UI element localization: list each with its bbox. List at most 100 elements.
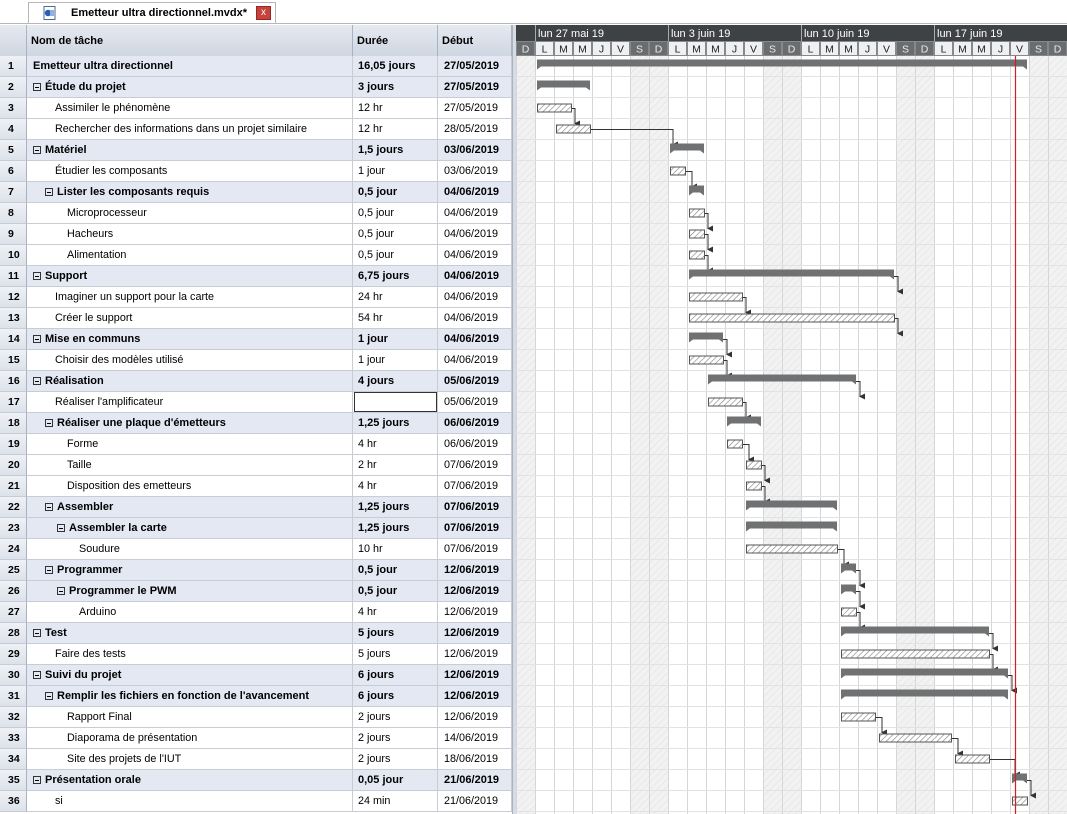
task-name-cell[interactable]: Test — [27, 623, 353, 644]
task-duration-cell[interactable]: 24 hr — [353, 287, 438, 308]
task-start-cell[interactable]: 06/06/2019 — [438, 413, 512, 434]
task-name-cell[interactable]: Programmer le PWM — [27, 581, 353, 602]
task-start-cell[interactable]: 07/06/2019 — [438, 518, 512, 539]
task-row[interactable]: 36 si 24 min 21/06/2019 — [0, 791, 512, 812]
task-duration-cell[interactable]: 12 hr — [353, 98, 438, 119]
task-row[interactable]: 22 Assembler 1,25 jours 07/06/2019 — [0, 497, 512, 518]
task-name-cell[interactable]: Matériel — [27, 140, 353, 161]
task-duration-cell[interactable]: 5 jours — [353, 623, 438, 644]
summary-bar[interactable] — [1012, 773, 1027, 781]
task-row[interactable]: 16 Réalisation 4 jours 05/06/2019 — [0, 371, 512, 392]
row-number[interactable]: 19 — [0, 434, 27, 455]
task-name-cell[interactable]: Créer le support — [27, 308, 353, 329]
task-duration-cell[interactable]: 12 hr — [353, 119, 438, 140]
task-start-cell[interactable]: 04/06/2019 — [438, 203, 512, 224]
task-row[interactable]: 20 Taille 2 hr 07/06/2019 — [0, 455, 512, 476]
task-duration-cell[interactable]: 2 hr — [353, 455, 438, 476]
task-start-cell[interactable]: 05/06/2019 — [438, 371, 512, 392]
task-start-cell[interactable]: 04/06/2019 — [438, 224, 512, 245]
task-bar[interactable] — [841, 712, 876, 722]
task-row[interactable]: 24 Soudure 10 hr 07/06/2019 — [0, 539, 512, 560]
task-row[interactable]: 4 Rechercher des informations dans un pro… — [0, 119, 512, 140]
summary-bar[interactable] — [670, 143, 704, 151]
task-row[interactable]: 6 Étudier les composants 1 jour 03/06/2019 — [0, 161, 512, 182]
task-name-cell[interactable]: Réaliser une plaque d'émetteurs — [27, 413, 353, 434]
task-duration-cell[interactable]: 4 hr — [353, 434, 438, 455]
row-number[interactable]: 31 — [0, 686, 27, 707]
row-number[interactable]: 1 — [0, 56, 27, 77]
row-number[interactable]: 5 — [0, 140, 27, 161]
summary-bar[interactable] — [708, 374, 856, 382]
collapse-toggle-icon[interactable] — [33, 776, 41, 784]
task-row[interactable]: 29 Faire des tests 5 jours 12/06/2019 — [0, 644, 512, 665]
task-start-cell[interactable]: 12/06/2019 — [438, 644, 512, 665]
task-start-cell[interactable]: 04/06/2019 — [438, 350, 512, 371]
task-row[interactable]: 23 Assembler la carte 1,25 jours 07/06/2019 — [0, 518, 512, 539]
task-name-cell[interactable]: Taille — [27, 455, 353, 476]
task-duration-cell[interactable]: 0,5 jour — [353, 245, 438, 266]
task-row[interactable]: 18 Réaliser une plaque d'émetteurs 1,25 jo… — [0, 413, 512, 434]
summary-bar[interactable] — [689, 185, 704, 193]
task-row[interactable]: 14 Mise en communs 1 jour 04/06/2019 — [0, 329, 512, 350]
collapse-toggle-icon[interactable] — [33, 335, 41, 343]
task-row[interactable]: 19 Forme 4 hr 06/06/2019 — [0, 434, 512, 455]
row-number[interactable]: 21 — [0, 476, 27, 497]
task-duration-cell[interactable]: 10 hr — [353, 539, 438, 560]
task-row[interactable]: 27 Arduino 4 hr 12/06/2019 — [0, 602, 512, 623]
task-bar[interactable] — [1012, 796, 1028, 806]
task-duration-cell[interactable]: 5 jours — [353, 644, 438, 665]
task-duration-cell[interactable]: 16,05 jours — [353, 56, 438, 77]
task-start-cell[interactable]: 07/06/2019 — [438, 539, 512, 560]
task-bar[interactable] — [746, 544, 838, 554]
task-duration-cell[interactable]: 54 hr — [353, 308, 438, 329]
task-start-cell[interactable]: 12/06/2019 — [438, 623, 512, 644]
row-number[interactable]: 4 — [0, 119, 27, 140]
task-start-cell[interactable]: 04/06/2019 — [438, 182, 512, 203]
task-bar[interactable] — [746, 481, 762, 491]
task-name-cell[interactable]: Réalisation — [27, 371, 353, 392]
row-number[interactable]: 8 — [0, 203, 27, 224]
row-number[interactable]: 17 — [0, 392, 27, 413]
task-name-cell[interactable]: Microprocesseur — [27, 203, 353, 224]
task-duration-cell[interactable]: 0,5 jour — [353, 560, 438, 581]
task-bar[interactable] — [689, 229, 705, 239]
task-name-cell[interactable]: si — [27, 791, 353, 812]
task-start-cell[interactable]: 12/06/2019 — [438, 665, 512, 686]
task-name-cell[interactable]: Faire des tests — [27, 644, 353, 665]
row-number[interactable]: 16 — [0, 371, 27, 392]
task-start-cell[interactable]: 12/06/2019 — [438, 707, 512, 728]
task-bar[interactable] — [955, 754, 990, 764]
row-number[interactable]: 36 — [0, 791, 27, 812]
task-duration-cell[interactable]: 4 hr — [353, 602, 438, 623]
collapse-toggle-icon[interactable] — [57, 587, 65, 595]
duration-edit-box[interactable] — [354, 392, 437, 412]
task-row[interactable]: 26 Programmer le PWM 0,5 jour 12/06/2019 — [0, 581, 512, 602]
row-number[interactable]: 35 — [0, 770, 27, 791]
collapse-toggle-icon[interactable] — [33, 671, 41, 679]
summary-bar[interactable] — [689, 269, 894, 277]
task-duration-cell[interactable]: 4 hr — [353, 476, 438, 497]
collapse-toggle-icon[interactable] — [33, 629, 41, 637]
task-name-cell[interactable]: Réaliser l'amplificateur — [27, 392, 353, 413]
task-name-cell[interactable]: Disposition des emetteurs — [27, 476, 353, 497]
row-number[interactable]: 2 — [0, 77, 27, 98]
task-row[interactable]: 33 Diaporama de présentation 2 jours 14/06/… — [0, 728, 512, 749]
task-start-cell[interactable]: 04/06/2019 — [438, 308, 512, 329]
task-bar[interactable] — [556, 124, 591, 134]
task-duration-cell[interactable]: 1,25 jours — [353, 518, 438, 539]
task-row[interactable]: 13 Créer le support 54 hr 04/06/2019 — [0, 308, 512, 329]
task-duration-cell[interactable]: 6,75 jours — [353, 266, 438, 287]
summary-bar[interactable] — [841, 668, 1008, 676]
task-duration-cell[interactable]: 0,5 jour — [353, 182, 438, 203]
task-row[interactable]: 3 Assimiler le phénomène 12 hr 27/05/2019 — [0, 98, 512, 119]
row-number[interactable]: 33 — [0, 728, 27, 749]
task-duration-cell[interactable]: 3 jours — [353, 77, 438, 98]
collapse-toggle-icon[interactable] — [45, 188, 53, 196]
task-name-cell[interactable]: Alimentation — [27, 245, 353, 266]
task-start-cell[interactable]: 04/06/2019 — [438, 266, 512, 287]
row-number[interactable]: 34 — [0, 749, 27, 770]
task-row[interactable]: 1 Emetteur ultra directionnel 16,05 jours 2… — [0, 56, 512, 77]
task-duration-cell[interactable]: 6 jours — [353, 686, 438, 707]
summary-bar[interactable] — [537, 59, 1027, 67]
task-duration-cell[interactable]: 0,5 jour — [353, 581, 438, 602]
